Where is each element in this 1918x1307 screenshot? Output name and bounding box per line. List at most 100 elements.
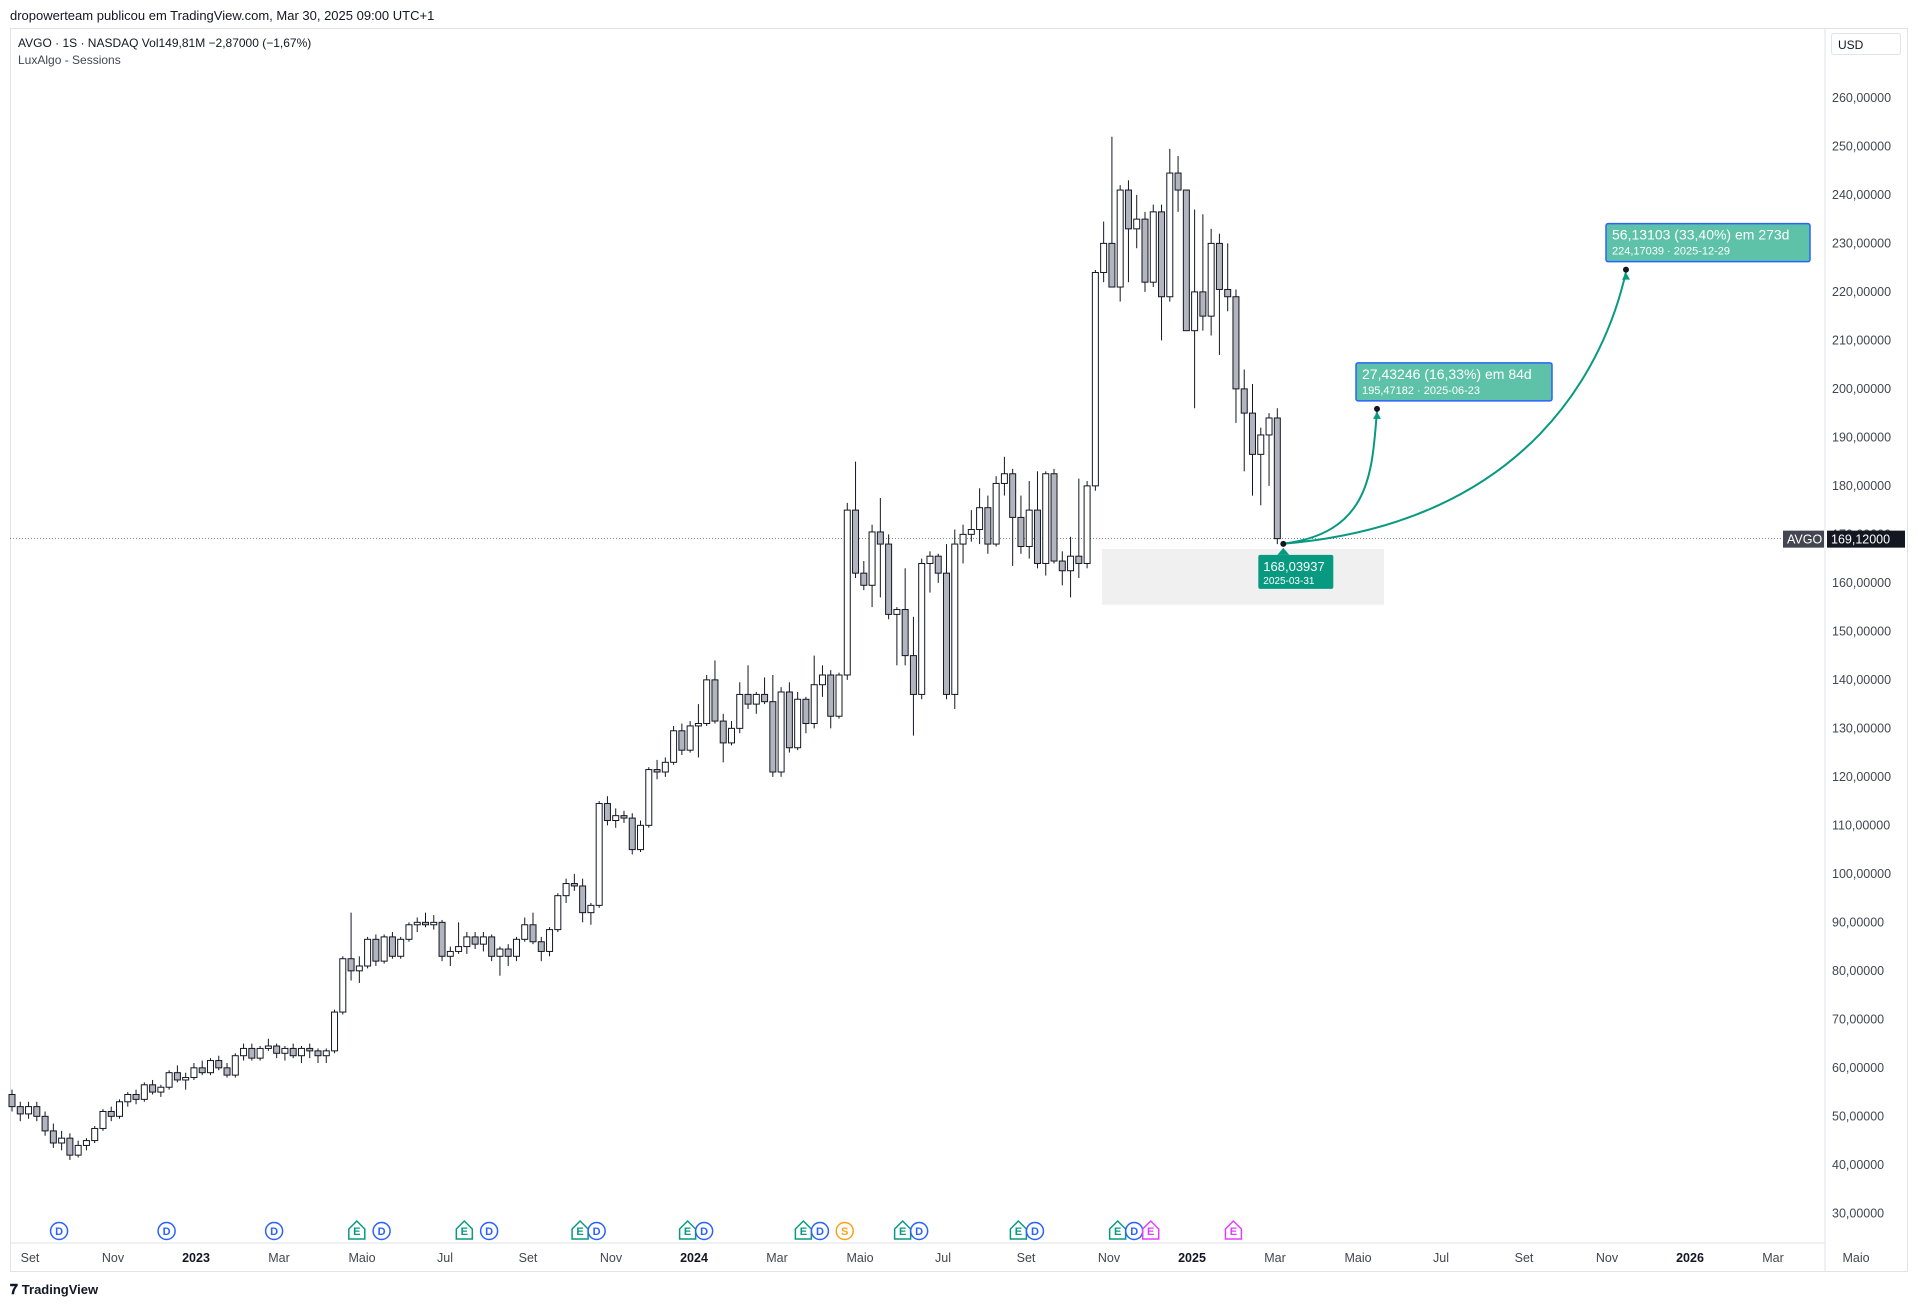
candle bbox=[918, 558, 926, 700]
x-tick-label: 2026 bbox=[1676, 1251, 1704, 1265]
candle bbox=[1158, 204, 1166, 341]
candle bbox=[107, 1106, 115, 1122]
dividend-event-marker: D bbox=[1124, 1221, 1144, 1241]
candle-body bbox=[355, 965, 363, 972]
candle bbox=[430, 915, 438, 930]
candle bbox=[901, 568, 909, 666]
event-letter: D bbox=[700, 1226, 708, 1238]
tradingview-brand: TradingView bbox=[21, 1282, 99, 1297]
candle-body bbox=[331, 1011, 339, 1052]
candle-body bbox=[388, 936, 396, 957]
candle-body bbox=[99, 1110, 107, 1129]
candle-body bbox=[8, 1094, 16, 1108]
candle-body bbox=[149, 1084, 157, 1093]
candle-body bbox=[1133, 218, 1141, 230]
candle bbox=[33, 1101, 41, 1122]
candle-body bbox=[926, 555, 934, 564]
candle-body bbox=[413, 921, 421, 926]
event-letter: D bbox=[270, 1226, 278, 1238]
candle-body bbox=[107, 1110, 115, 1117]
candle-body bbox=[546, 929, 554, 952]
candle bbox=[1141, 211, 1149, 292]
event-shape bbox=[264, 1221, 284, 1241]
symbol-legend[interactable]: AVGO · 1S · NASDAQ Vol149,81M −2,87000 (… bbox=[18, 35, 311, 69]
candle-body bbox=[562, 883, 570, 897]
candle bbox=[546, 927, 554, 957]
candle bbox=[1075, 478, 1083, 579]
candle bbox=[587, 902, 595, 925]
earnings-event-marker: E bbox=[348, 1219, 366, 1240]
dividend-event-marker: D bbox=[479, 1221, 499, 1241]
candle bbox=[777, 687, 785, 777]
candle-body bbox=[173, 1072, 181, 1081]
event-shape bbox=[835, 1221, 854, 1241]
candle-body bbox=[868, 531, 876, 586]
candle-body bbox=[537, 941, 545, 952]
event-shape bbox=[49, 1221, 69, 1241]
candle-body bbox=[25, 1106, 33, 1115]
x-tick-label: Maio bbox=[846, 1251, 873, 1265]
candle bbox=[876, 497, 884, 598]
candle bbox=[388, 932, 396, 959]
candle bbox=[1091, 270, 1099, 491]
candle bbox=[116, 1099, 124, 1119]
candle-body bbox=[1249, 412, 1256, 455]
candle-body bbox=[422, 921, 429, 926]
y-tick-label: 130,00000 bbox=[1832, 721, 1891, 735]
candle-body bbox=[289, 1047, 297, 1057]
candle bbox=[8, 1089, 16, 1112]
dividend-event-marker: D bbox=[587, 1221, 606, 1241]
candle-body bbox=[339, 958, 347, 1013]
candle bbox=[140, 1082, 148, 1102]
candle bbox=[124, 1092, 132, 1107]
candle-body bbox=[943, 572, 951, 695]
candle-body bbox=[256, 1047, 264, 1059]
candle bbox=[711, 660, 719, 724]
candle-body bbox=[66, 1137, 74, 1156]
candle bbox=[223, 1062, 231, 1078]
candle bbox=[885, 534, 893, 620]
candle-body bbox=[297, 1047, 305, 1057]
candle bbox=[496, 946, 504, 976]
tradingview-logo[interactable]: 𝟕 TradingView bbox=[10, 1281, 98, 1298]
x-axis: Set Nov 2023 Mar Maio Jul Set Nov 2024 Mar Maio Jul… bbox=[10, 1242, 1870, 1265]
earnings-event-marker: E bbox=[1009, 1219, 1028, 1240]
candle bbox=[736, 682, 744, 734]
candle bbox=[1149, 204, 1157, 288]
candle-body bbox=[264, 1045, 272, 1049]
candle bbox=[314, 1048, 322, 1063]
candle bbox=[843, 502, 851, 680]
candle-body bbox=[918, 562, 926, 695]
dividend-event-marker: D bbox=[1025, 1221, 1045, 1241]
currency-selector[interactable]: USD bbox=[1831, 33, 1901, 55]
candle bbox=[82, 1138, 90, 1151]
candle bbox=[769, 675, 777, 777]
candle-body bbox=[405, 924, 413, 940]
candle-body bbox=[976, 507, 984, 531]
candle-body bbox=[1000, 473, 1008, 484]
candle bbox=[570, 873, 578, 891]
candle bbox=[438, 919, 446, 962]
earnings-event-marker: E bbox=[794, 1219, 813, 1240]
candle-body bbox=[463, 936, 471, 948]
candle bbox=[331, 1009, 339, 1054]
event-shape bbox=[810, 1221, 830, 1241]
dividend-event-marker: D bbox=[909, 1221, 929, 1241]
event-letter: D bbox=[485, 1226, 493, 1238]
last-price-symbol: AVGO bbox=[1787, 533, 1822, 547]
candle-body bbox=[1273, 417, 1281, 540]
candle bbox=[1100, 221, 1108, 283]
candle bbox=[554, 893, 562, 933]
projection-label-box bbox=[1605, 222, 1811, 263]
candle-body bbox=[397, 938, 405, 957]
event-letter: E bbox=[576, 1226, 583, 1238]
event-shape bbox=[1224, 1219, 1243, 1240]
event-shape bbox=[348, 1219, 366, 1240]
candle-body bbox=[455, 946, 463, 952]
candle-body bbox=[570, 883, 578, 887]
candle-body bbox=[1009, 473, 1017, 518]
x-tick-label: Maio bbox=[1842, 1251, 1869, 1265]
candle-body bbox=[827, 674, 835, 717]
candle bbox=[248, 1043, 256, 1061]
